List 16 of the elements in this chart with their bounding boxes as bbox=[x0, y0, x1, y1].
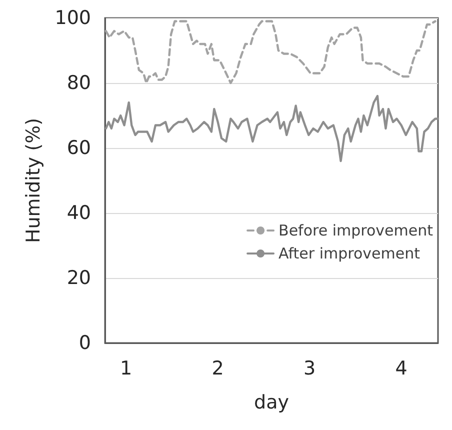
y-tick-label: 100 bbox=[54, 7, 91, 29]
x-tick-label: 2 bbox=[212, 358, 224, 380]
y-tick-label: 0 bbox=[78, 332, 91, 354]
y-tick-label: 80 bbox=[66, 72, 91, 94]
y-tick-label: 20 bbox=[66, 267, 91, 289]
y-tick-label: 40 bbox=[66, 202, 91, 224]
line-series bbox=[104, 20, 436, 84]
x-tick-label: 1 bbox=[120, 358, 132, 380]
legend-label: After improvement bbox=[278, 244, 420, 262]
y-axis-title: Humidity (%) bbox=[22, 118, 44, 244]
x-axis-title: day bbox=[254, 392, 289, 414]
x-tick-label: 3 bbox=[304, 358, 316, 380]
line-series bbox=[104, 94, 440, 162]
legend-label: Before improvement bbox=[278, 222, 434, 240]
x-tick-label: 4 bbox=[395, 358, 408, 380]
y-tick-label: 60 bbox=[66, 137, 91, 159]
